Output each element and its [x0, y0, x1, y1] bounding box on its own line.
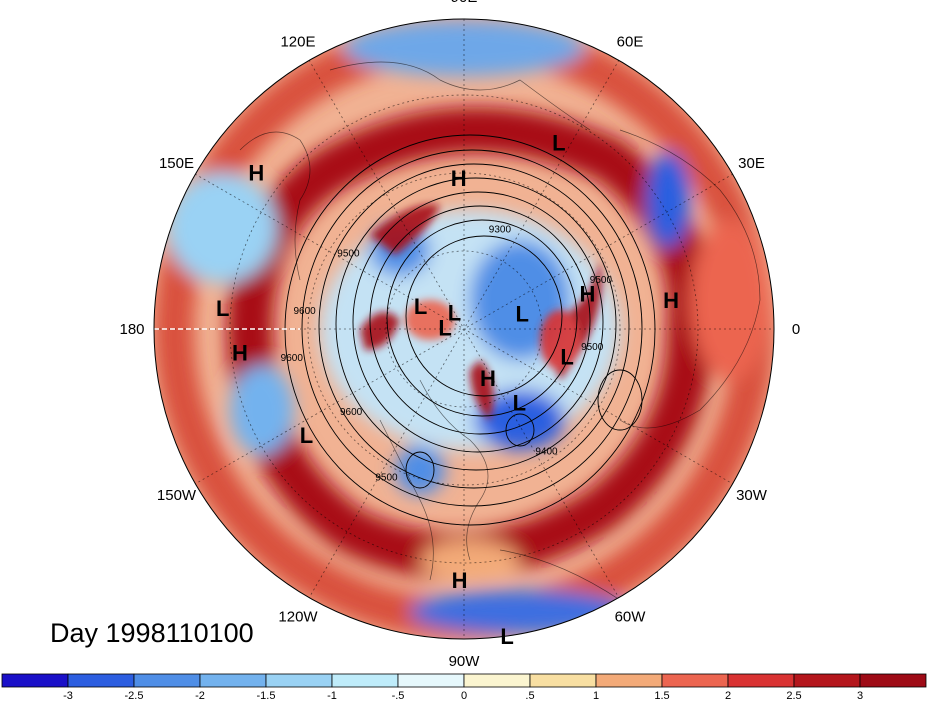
high-pressure-marker: H — [451, 166, 467, 191]
low-pressure-marker: L — [438, 315, 451, 340]
colorbar-tick-label: -2 — [195, 690, 205, 702]
high-pressure-marker: H — [232, 341, 248, 366]
graticule — [154, 19, 774, 639]
low-pressure-marker: L — [300, 423, 313, 448]
low-pressure-marker: L — [515, 301, 528, 326]
anomaly-field — [154, 19, 774, 639]
longitude-label: 90E — [451, 0, 478, 6]
contour-value-label: 9600 — [281, 353, 304, 364]
high-pressure-marker: H — [480, 366, 496, 391]
colorbar-swatch — [661, 673, 729, 688]
contour-value-label: 9600 — [293, 306, 316, 317]
colorbar-swatch — [463, 673, 531, 688]
colorbar-swatch — [397, 673, 465, 688]
high-pressure-marker: H — [579, 282, 595, 307]
longitude-label: 30W — [736, 487, 768, 504]
colorbar-tick-label: -1 — [327, 690, 337, 702]
low-pressure-marker: L — [216, 296, 229, 321]
colorbar-swatch — [265, 673, 333, 688]
colorbar-swatch — [133, 673, 201, 688]
low-pressure-marker: L — [560, 345, 573, 370]
colorbar-tick-label: 1.5 — [654, 690, 669, 702]
high-pressure-marker: H — [663, 288, 679, 313]
colorbar-tick-label: -3 — [63, 690, 73, 702]
colorbar-tick-label: 3 — [857, 690, 863, 702]
colorbar: -3 -2.5 -2 -1.5 -1 -.5 0 .5 1 1.5 2 2.5 3 — [1, 673, 927, 702]
longitude-label: 180 — [119, 321, 144, 338]
colorbar-tick-label: .5 — [525, 690, 534, 702]
colorbar-swatch — [859, 673, 927, 688]
contour-labels: 9300 9500 9600 9600 9500 9500 9400 9600 9500 — [281, 224, 613, 483]
longitude-label: 30E — [738, 155, 765, 172]
coastlines — [239, 61, 761, 601]
colorbar-swatch — [793, 673, 861, 688]
longitude-label: 120W — [278, 609, 318, 626]
map-boundary — [153, 18, 775, 640]
longitude-label: 120E — [280, 34, 315, 51]
colorbar-swatch — [529, 673, 597, 688]
colorbar-tick-label: -1.5 — [257, 690, 276, 702]
low-pressure-marker: L — [513, 390, 526, 415]
contour-value-label: 9500 — [590, 275, 613, 286]
contour-value-label: 9500 — [581, 342, 604, 353]
colorbar-tick-label: 1 — [593, 690, 599, 702]
colorbar-tick-label: -2.5 — [125, 690, 144, 702]
low-pressure-marker: L — [552, 131, 565, 156]
day-title: Day 1998110100 — [50, 618, 254, 648]
colorbar-tick-label: 0 — [461, 690, 467, 702]
contour-value-label: 9300 — [489, 224, 512, 235]
low-pressure-marker: L — [500, 624, 513, 649]
longitude-label: 90W — [449, 653, 481, 670]
contour-value-label: 9400 — [535, 447, 558, 458]
contour-value-label: 9500 — [337, 249, 360, 260]
longitude-label: 150E — [159, 155, 194, 172]
low-pressure-marker: L — [414, 294, 427, 319]
contour-value-label: 9600 — [340, 407, 363, 418]
colorbar-swatch — [1, 673, 69, 688]
colorbar-tick-label: 2 — [725, 690, 731, 702]
high-pressure-marker: H — [452, 568, 468, 593]
colorbar-swatch — [331, 673, 399, 688]
longitude-label: 60W — [615, 609, 647, 626]
contour-value-label: 9500 — [375, 473, 398, 484]
longitude-label: 60E — [617, 34, 644, 51]
colorbar-swatch — [595, 673, 663, 688]
high-pressure-marker: H — [248, 161, 264, 186]
colorbar-tick-label: -.5 — [392, 690, 405, 702]
colorbar-swatch — [727, 673, 795, 688]
longitude-label: 0 — [792, 321, 800, 338]
low-pressure-marker: L — [448, 301, 461, 326]
colorbar-tick-label: 2.5 — [786, 690, 801, 702]
longitude-label: 150W — [157, 487, 197, 504]
colorbar-swatch — [67, 673, 135, 688]
longitude-labels: 90E 60E 30E 0 30W 60W 90W 120W 150W 180 150E 120E — [119, 0, 800, 670]
colorbar-swatch — [199, 673, 267, 688]
